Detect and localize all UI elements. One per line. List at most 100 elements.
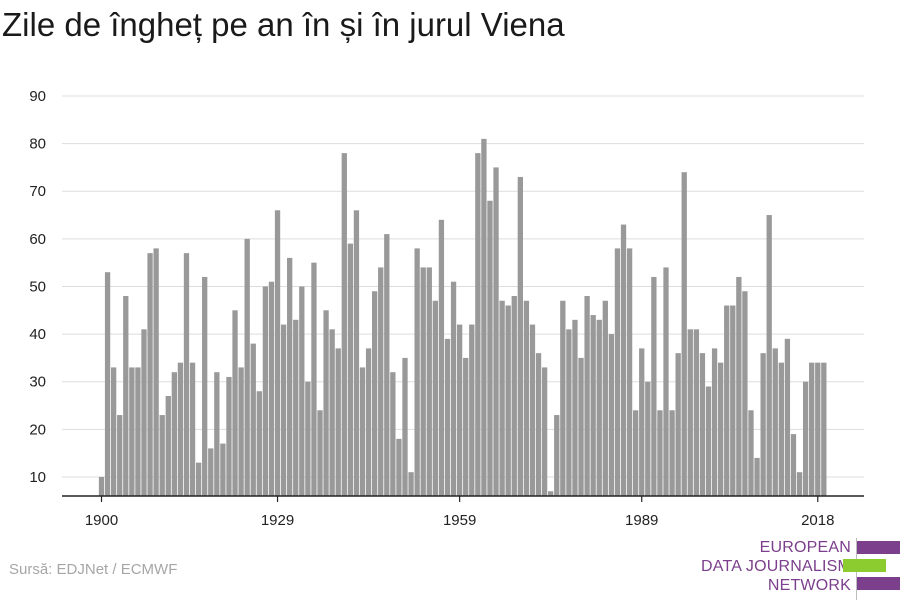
bar-1932 <box>293 319 299 496</box>
bar-1923 <box>238 367 244 496</box>
bar-1944 <box>365 348 372 496</box>
bar-2008 <box>754 457 760 496</box>
logo-line-data-journalism: DATA JOURNALISM <box>701 558 851 575</box>
bar-1989 <box>639 348 645 496</box>
bar-1924 <box>244 238 250 496</box>
y-tick-label: 90 <box>29 88 46 105</box>
bar-1971 <box>529 324 536 496</box>
bar-1993 <box>663 267 669 496</box>
y-tick-label: 80 <box>29 136 46 153</box>
logo-bar-purple-bottom <box>857 577 900 590</box>
bar-1949 <box>396 438 402 496</box>
bar-1933 <box>299 286 305 496</box>
bar-1987 <box>626 248 633 496</box>
bar-1905 <box>129 367 135 496</box>
bar-1921 <box>226 376 232 496</box>
bar-1976 <box>560 300 566 496</box>
edjnet-logo[interactable]: EUROPEAN DATA JOURNALISM NETWORK <box>700 538 900 600</box>
bar-1911 <box>165 396 171 496</box>
bar-2010 <box>766 215 772 497</box>
bar-1953 <box>420 267 426 496</box>
bar-1955 <box>432 300 438 496</box>
x-tick-label: 1959 <box>443 512 476 529</box>
y-tick-label: 20 <box>29 421 46 438</box>
bar-1909 <box>153 248 159 496</box>
chart-title: Zile de îngheț pe an în și în jurul Vien… <box>2 6 565 43</box>
y-tick-label: 60 <box>29 231 46 248</box>
bar-1912 <box>171 372 177 496</box>
bar-1996 <box>681 172 687 496</box>
bar-1975 <box>554 415 560 496</box>
bar-1970 <box>523 300 530 496</box>
bar-2016 <box>802 381 809 496</box>
bar-1945 <box>372 291 378 496</box>
gridlines <box>62 95 864 478</box>
bar-1951 <box>408 472 414 496</box>
bar-1913 <box>177 362 184 496</box>
bar-1965 <box>493 167 499 496</box>
bar-1964 <box>487 200 493 496</box>
y-tick-label: 40 <box>29 326 46 343</box>
bar-1962 <box>475 153 481 496</box>
bar-1956 <box>438 219 445 497</box>
bar-2012 <box>778 362 784 496</box>
bar-1972 <box>535 353 542 496</box>
bar-2007 <box>748 410 754 496</box>
bar-1907 <box>141 329 147 496</box>
bar-1990 <box>645 381 651 496</box>
bar-1920 <box>220 443 226 496</box>
bar-chart: 10 20 30 40 50 60 70 80 90 1900 1929 1959 1989 2018 <box>29 88 864 529</box>
bar-1910 <box>159 415 165 496</box>
bar-2000 <box>705 386 712 496</box>
bar-2013 <box>784 338 791 496</box>
bar-1928 <box>268 281 275 496</box>
bar-1985 <box>614 248 621 496</box>
bar-1946 <box>378 267 384 496</box>
y-tick-label: 30 <box>29 374 46 391</box>
bar-1983 <box>602 300 608 496</box>
bar-1994 <box>669 410 675 496</box>
bar-2004 <box>730 305 736 496</box>
bar-1980 <box>584 296 590 496</box>
bar-1901 <box>104 272 111 496</box>
bar-1939 <box>335 348 341 496</box>
bar-2011 <box>772 348 778 496</box>
bar-1935 <box>311 262 317 496</box>
bar-2017 <box>809 362 815 496</box>
bar-1966 <box>499 300 505 496</box>
bar-1954 <box>426 267 432 496</box>
bar-1919 <box>214 372 220 496</box>
bar-1934 <box>305 381 311 496</box>
logo-line-network: NETWORK <box>767 577 851 594</box>
bar-2018 <box>815 362 821 496</box>
bar-1961 <box>469 324 475 496</box>
bar-2005 <box>736 276 742 496</box>
bar-1947 <box>384 234 390 496</box>
x-tick-label: 1929 <box>261 512 294 529</box>
bar-1959 <box>456 324 463 496</box>
bar-1941 <box>347 243 354 496</box>
bar-1967 <box>505 305 511 496</box>
y-tick-label: 10 <box>29 469 46 486</box>
bar-1952 <box>414 248 420 496</box>
bar-2003 <box>724 305 730 496</box>
bar-1915 <box>189 362 196 496</box>
bar-1969 <box>517 176 523 496</box>
bar-1914 <box>183 253 190 496</box>
bar-1997 <box>687 329 693 496</box>
bar-1999 <box>699 353 706 496</box>
bar-1940 <box>341 153 347 496</box>
bar-1942 <box>353 210 360 497</box>
bar-1917 <box>202 276 208 496</box>
source-note: Sursă: EDJNet / ECMWF <box>9 561 178 578</box>
bar-1929 <box>274 210 281 497</box>
y-tick-label: 70 <box>29 183 46 200</box>
bar-1903 <box>117 415 123 496</box>
bar-2006 <box>742 291 748 496</box>
bar-2009 <box>760 353 766 496</box>
bar-2015 <box>796 472 803 496</box>
bar-1981 <box>590 315 596 496</box>
bar-1979 <box>578 357 584 496</box>
axes: 10 20 30 40 50 60 70 80 90 1900 1929 1959 1989 2018 <box>29 88 864 529</box>
bar-1904 <box>123 296 129 496</box>
